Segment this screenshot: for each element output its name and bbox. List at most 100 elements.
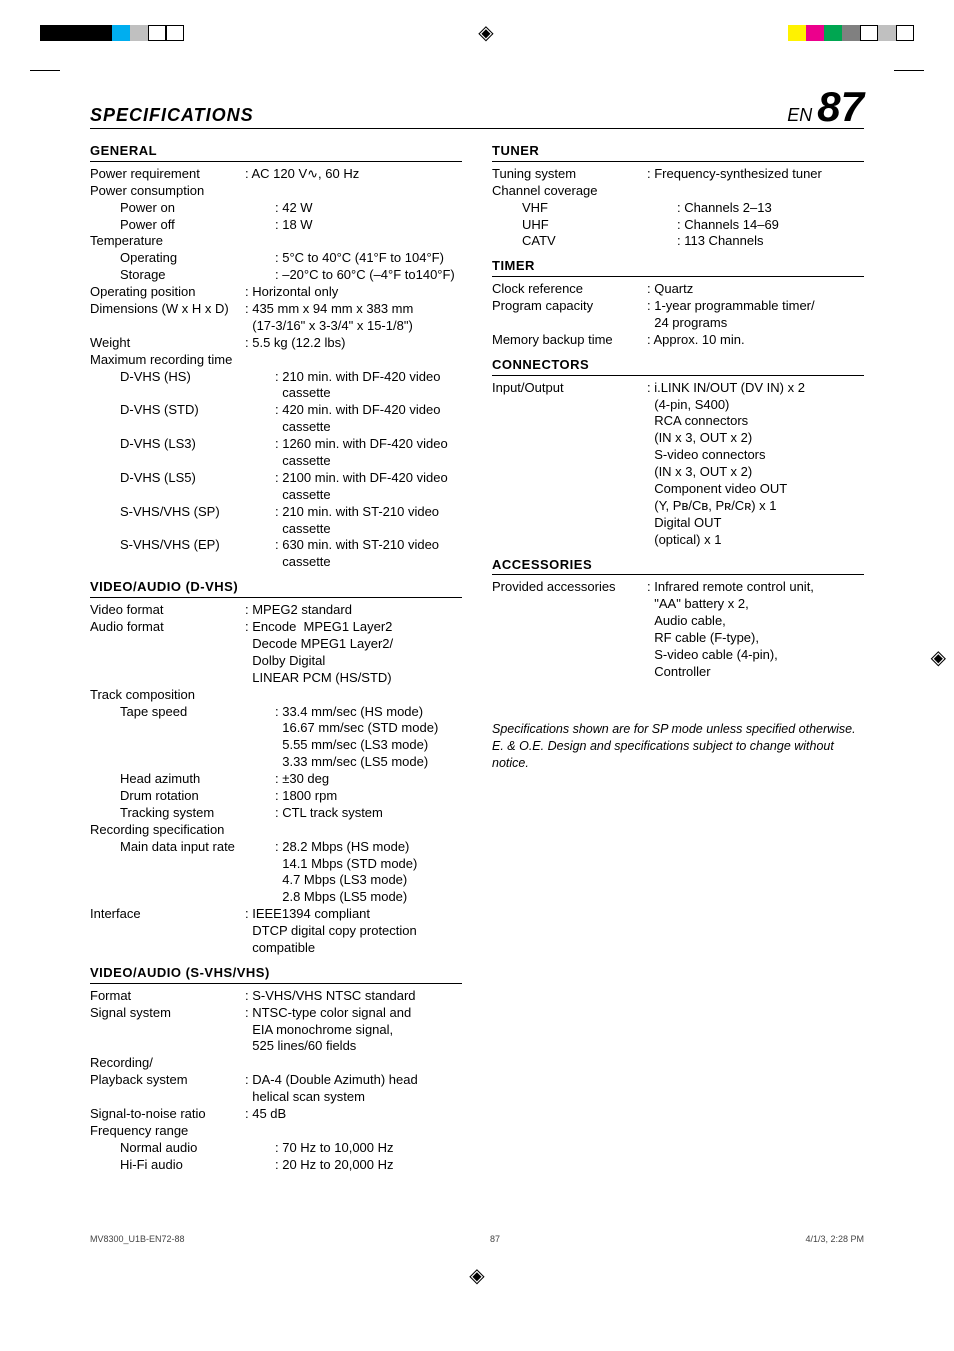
footer-center: 87	[185, 1234, 806, 1246]
spec-row: Format: S-VHS/VHS NTSC standard	[90, 988, 462, 1005]
spec-row: CATV: 113 Channels	[492, 233, 864, 250]
spec-label: Memory backup time	[492, 332, 647, 349]
spec-row: Tuning system: Frequency-synthesized tun…	[492, 166, 864, 183]
spec-value: : 630 min. with ST-210 video cassette	[275, 537, 462, 571]
left-column: GENERALPower requirement: AC 120 V∿, 60 …	[90, 135, 462, 1174]
spec-label: Hi-Fi audio	[90, 1157, 275, 1174]
spec-row: Temperature	[90, 233, 462, 250]
spec-label: Clock reference	[492, 281, 647, 298]
spec-row: Maximum recording time	[90, 352, 462, 369]
spec-row: Power off: 18 W	[90, 217, 462, 234]
spec-label: Maximum recording time	[90, 352, 245, 369]
registration-mark-top: ◈	[184, 20, 788, 46]
spec-footnote: Specifications shown are for SP mode unl…	[492, 721, 864, 772]
spec-row: S-VHS/VHS (EP): 630 min. with ST-210 vid…	[90, 537, 462, 571]
section-head: ACCESSORIES	[492, 557, 864, 576]
spec-value: : DA-4 (Double Azimuth) head helical sca…	[245, 1055, 462, 1106]
spec-label: Power on	[90, 200, 275, 217]
spec-value: : 1800 rpm	[275, 788, 462, 805]
spec-label: Signal-to-noise ratio	[90, 1106, 245, 1123]
spec-value: : 5.5 kg (12.2 lbs)	[245, 335, 462, 352]
spec-value: : Channels 2–13	[677, 200, 864, 217]
spec-row: Provided accessories: Infrared remote co…	[492, 579, 864, 680]
spec-label: UHF	[492, 217, 677, 234]
spec-value: : 5°C to 40°C (41°F to 104°F)	[275, 250, 462, 267]
spec-value: : 42 W	[275, 200, 462, 217]
spec-row: Power consumption	[90, 183, 462, 200]
spec-label: Input/Output	[492, 380, 647, 397]
spec-label: Weight	[90, 335, 245, 352]
footer-right: 4/1/3, 2:28 PM	[805, 1234, 864, 1246]
spec-label: Channel coverage	[492, 183, 647, 200]
spec-label: Temperature	[90, 233, 245, 250]
spec-value: : Infrared remote control unit, "AA" bat…	[647, 579, 864, 680]
spec-label: Tape speed	[90, 704, 275, 721]
spec-row: Program capacity: 1-year programmable ti…	[492, 298, 864, 332]
spec-label: S-VHS/VHS (SP)	[90, 504, 275, 521]
spec-value: : 435 mm x 94 mm x 383 mm (17-3/16" x 3-…	[245, 301, 462, 335]
spec-label: Video format	[90, 602, 245, 619]
spec-row: Hi-Fi audio: 20 Hz to 20,000 Hz	[90, 1157, 462, 1174]
spec-value: : Horizontal only	[245, 284, 462, 301]
spec-row: Power on: 42 W	[90, 200, 462, 217]
spec-row: Head azimuth: ±30 deg	[90, 771, 462, 788]
top-crop-row: ◈	[0, 0, 954, 46]
spec-value: : CTL track system	[275, 805, 462, 822]
spec-row: Recording/ Playback system : DA-4 (Doubl…	[90, 1055, 462, 1106]
page-content: SPECIFICATIONS EN 87 GENERALPower requir…	[0, 46, 954, 1234]
spec-row: Drum rotation: 1800 rpm	[90, 788, 462, 805]
spec-row: Channel coverage	[492, 183, 864, 200]
spec-value: : 33.4 mm/sec (HS mode) 16.67 mm/sec (ST…	[275, 704, 462, 772]
spec-row: Frequency range	[90, 1123, 462, 1140]
spec-value: : 18 W	[275, 217, 462, 234]
spec-label: Audio format	[90, 619, 245, 636]
spec-label: Operating	[90, 250, 275, 267]
section-head: VIDEO/AUDIO (S-VHS/VHS)	[90, 965, 462, 984]
spec-value: : 420 min. with DF-420 video cassette	[275, 402, 462, 436]
section-head: VIDEO/AUDIO (D-VHS)	[90, 579, 462, 598]
spec-row: Tape speed: 33.4 mm/sec (HS mode) 16.67 …	[90, 704, 462, 772]
spec-value: : ±30 deg	[275, 771, 462, 788]
spec-label: Main data input rate	[90, 839, 275, 856]
spec-value: : 113 Channels	[677, 233, 864, 250]
spec-label: Operating position	[90, 284, 245, 301]
crop-bar-right	[788, 25, 914, 41]
spec-label: D-VHS (HS)	[90, 369, 275, 386]
footer-left: MV8300_U1B-EN72-88	[90, 1234, 185, 1246]
spec-label: Recording/ Playback system	[90, 1055, 245, 1089]
spec-row: Dimensions (W x H x D): 435 mm x 94 mm x…	[90, 301, 462, 335]
spec-label: Format	[90, 988, 245, 1005]
spec-row: Clock reference: Quartz	[492, 281, 864, 298]
spec-row: VHF: Channels 2–13	[492, 200, 864, 217]
spec-value: : Quartz	[647, 281, 864, 298]
spec-row: Normal audio: 70 Hz to 10,000 Hz	[90, 1140, 462, 1157]
spec-row: Video format: MPEG2 standard	[90, 602, 462, 619]
page-header: SPECIFICATIONS EN 87	[90, 86, 864, 129]
spec-row: Operating position: Horizontal only	[90, 284, 462, 301]
spec-value: : 20 Hz to 20,000 Hz	[275, 1157, 462, 1174]
spec-row: Power requirement: AC 120 V∿, 60 Hz	[90, 166, 462, 183]
spec-row: Signal system: NTSC-type color signal an…	[90, 1005, 462, 1056]
spec-value: : i.LINK IN/OUT (DV IN) x 2 (4-pin, S400…	[647, 380, 864, 549]
spec-value: : S-VHS/VHS NTSC standard	[245, 988, 462, 1005]
spec-value: : 70 Hz to 10,000 Hz	[275, 1140, 462, 1157]
spec-row: Audio format: Encode MPEG1 Layer2 Decode…	[90, 619, 462, 687]
spec-label: Program capacity	[492, 298, 647, 315]
spec-value: : MPEG2 standard	[245, 602, 462, 619]
section-head: TIMER	[492, 258, 864, 277]
registration-mark-right: ◈	[931, 645, 946, 671]
registration-mark-bottom: ◈	[0, 1263, 954, 1289]
spec-label: S-VHS/VHS (EP)	[90, 537, 275, 554]
spec-row: Storage: –20°C to 60°C (–4°F to140°F)	[90, 267, 462, 284]
spec-row: D-VHS (STD): 420 min. with DF-420 video …	[90, 402, 462, 436]
spec-label: Tracking system	[90, 805, 275, 822]
spec-value: : 1-year programmable timer/ 24 programs	[647, 298, 864, 332]
spec-row: Recording specification	[90, 822, 462, 839]
spec-label: Recording specification	[90, 822, 245, 839]
spec-value: : NTSC-type color signal and EIA monochr…	[245, 1005, 462, 1056]
page-title: SPECIFICATIONS	[90, 104, 254, 127]
spec-label: Dimensions (W x H x D)	[90, 301, 245, 318]
spec-label: Power off	[90, 217, 275, 234]
spec-label: Signal system	[90, 1005, 245, 1022]
spec-label: D-VHS (LS3)	[90, 436, 275, 453]
